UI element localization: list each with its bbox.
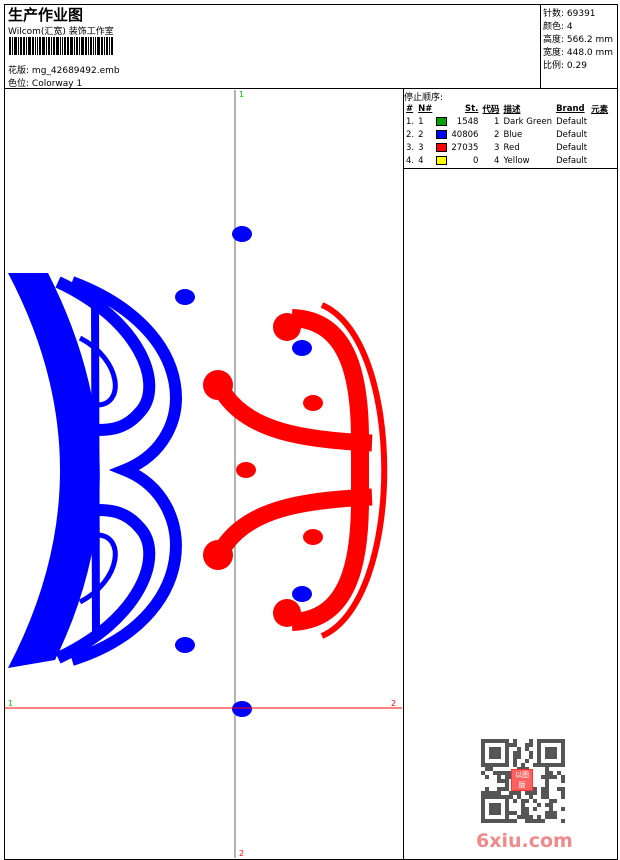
page-title: 生产作业图	[8, 6, 84, 24]
col-stitches: St.	[465, 103, 479, 114]
pattern-value: mg_42689492.emb	[31, 66, 120, 76]
color-swatch	[436, 129, 448, 139]
row-stitches: 1548	[456, 116, 479, 127]
stop-sequence-title: 停止顺序:	[404, 93, 444, 103]
marker-left: 1	[8, 699, 13, 708]
design-height: 高度: 566.2 mm	[543, 35, 614, 45]
row-desc: Red	[503, 142, 520, 153]
row-desc: Yellow	[503, 155, 530, 166]
row-index: 2.	[406, 129, 415, 140]
row-brand: Default	[556, 129, 588, 140]
design-width: 宽度: 448.0 mm	[543, 48, 614, 58]
blue-b-shape	[8, 273, 182, 668]
watermark-stamp: 以图版	[511, 769, 533, 791]
colorway: 色位: Colorway 1	[8, 76, 82, 89]
stop-row: 4. 4 0 4 Yellow Default	[404, 154, 610, 167]
stop-row: 2. 2 40806 2 Blue Default	[404, 128, 610, 141]
watermark-logo: 6xiu.com	[476, 830, 573, 852]
pattern-name: 花版: mg_42689492.emb	[8, 63, 120, 76]
row-code: 4	[494, 155, 500, 166]
row-brand: Default	[556, 142, 588, 153]
color-swatch	[436, 116, 448, 126]
marker-top: 1	[239, 90, 244, 99]
row-stitches: 27035	[451, 142, 479, 153]
col-code: 代码	[482, 104, 500, 115]
col-n: N#	[418, 103, 433, 114]
divider	[403, 168, 618, 169]
stop-row: 1. 1 1548 1 Dark Green Default	[404, 115, 610, 128]
marker-bottom: 2	[239, 849, 244, 858]
row-n: 3	[418, 142, 424, 153]
colorway-label: 色位:	[8, 79, 30, 89]
color-count: 颜色: 4	[543, 22, 573, 32]
row-code: 1	[494, 116, 500, 127]
row-code: 2	[494, 129, 500, 140]
row-brand: Default	[556, 155, 588, 166]
stitch-count: 针数: 69391	[543, 9, 596, 19]
row-stitches: 40806	[451, 129, 479, 140]
row-index: 4.	[406, 155, 415, 166]
row-desc: Blue	[503, 129, 523, 140]
row-n: 2	[418, 129, 424, 140]
barcode	[9, 37, 181, 55]
row-index: 3.	[406, 142, 415, 153]
col-element: 元素	[591, 104, 609, 115]
pattern-label: 花版:	[8, 66, 30, 76]
col-desc: 描述	[503, 104, 521, 115]
col-brand: Brand	[556, 103, 585, 114]
colorway-value: Colorway 1	[31, 79, 83, 89]
design-scale: 比例: 0.29	[543, 61, 587, 71]
row-desc: Dark Green	[503, 116, 553, 127]
stop-sequence-table: # N# St. 代码 描述 Brand 元素 1. 1 1548 1 Dark Gre…	[404, 102, 610, 167]
row-index: 1.	[406, 116, 415, 127]
stop-row: 3. 3 27035 3 Red Default	[404, 141, 610, 154]
marker-right: 2	[391, 699, 396, 708]
row-code: 3	[494, 142, 500, 153]
row-n: 4	[418, 155, 424, 166]
dots	[175, 226, 323, 717]
color-swatch	[436, 155, 448, 165]
row-brand: Default	[556, 116, 588, 127]
red-shapes	[203, 302, 388, 639]
col-index: #	[406, 103, 414, 114]
row-stitches: 0	[473, 155, 479, 166]
color-swatch	[436, 142, 448, 152]
row-n: 1	[418, 116, 424, 127]
company-name: Wilcom(汇宽) 装饰工作室	[8, 27, 114, 37]
